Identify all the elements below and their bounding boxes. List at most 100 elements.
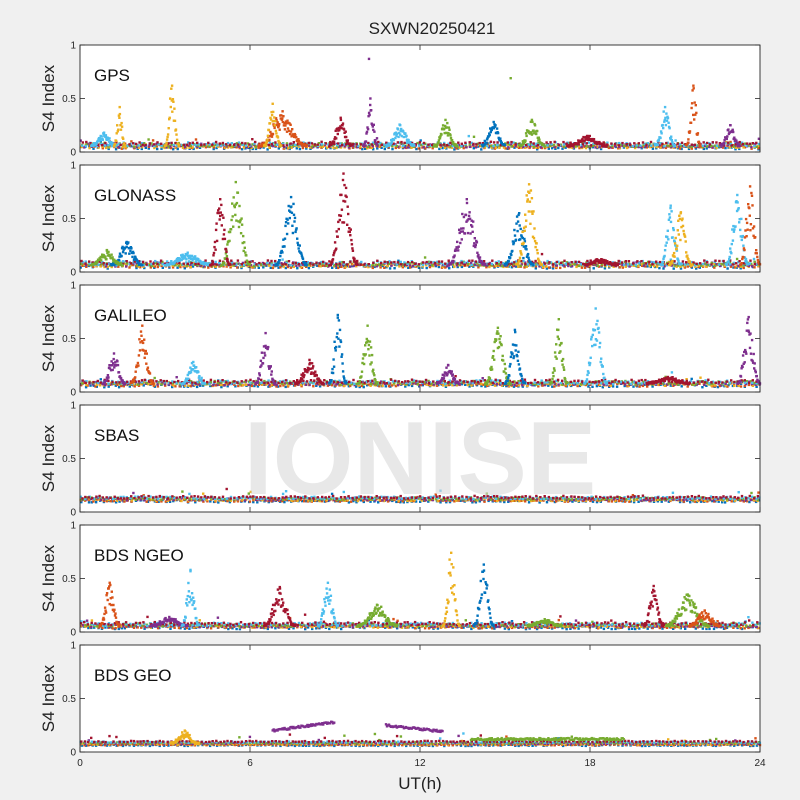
- data-point: [445, 126, 448, 129]
- data-point: [101, 138, 104, 141]
- data-point: [512, 242, 515, 246]
- data-point: [419, 383, 423, 387]
- data-point: [171, 98, 175, 101]
- data-point: [341, 221, 344, 224]
- data-point: [476, 263, 479, 266]
- data-point: [486, 384, 489, 388]
- data-point: [400, 127, 403, 131]
- data-point: [108, 254, 112, 258]
- data-point: [228, 230, 232, 234]
- data-point: [445, 265, 449, 268]
- data-point: [389, 142, 392, 146]
- data-point: [188, 144, 191, 147]
- data-point: [365, 132, 368, 135]
- data-point: [79, 266, 82, 269]
- data-point: [553, 382, 557, 385]
- data-point: [363, 143, 366, 146]
- data-point: [234, 264, 237, 267]
- data-point: [293, 384, 297, 387]
- data-point: [531, 212, 534, 215]
- data-point: [404, 385, 407, 388]
- data-point: [271, 266, 275, 270]
- data-point: [95, 383, 98, 386]
- data-point: [513, 228, 516, 232]
- data-point: [303, 263, 307, 267]
- data-point: [554, 147, 557, 150]
- data-point: [501, 264, 504, 268]
- data-point: [497, 136, 500, 140]
- data-point: [617, 262, 620, 265]
- data-point: [179, 265, 182, 269]
- data-point: [632, 385, 635, 388]
- data-point: [238, 221, 242, 224]
- data-point: [676, 264, 680, 267]
- data-point: [488, 133, 491, 137]
- data-point: [732, 263, 735, 266]
- data-point: [397, 259, 400, 262]
- data-point: [483, 146, 487, 149]
- data-point: [653, 265, 656, 268]
- data-point: [485, 141, 488, 144]
- data-point: [441, 384, 445, 387]
- data-point: [687, 258, 690, 261]
- data-point: [212, 383, 215, 387]
- data-point: [703, 144, 707, 147]
- data-point: [133, 385, 136, 388]
- data-point: [718, 384, 721, 388]
- data-point: [536, 263, 539, 266]
- data-points: [79, 172, 762, 270]
- data-point: [742, 244, 745, 247]
- data-point: [672, 251, 676, 255]
- data-point: [507, 143, 510, 146]
- data-point: [296, 267, 299, 270]
- data-point: [101, 255, 104, 259]
- data-point: [200, 142, 203, 145]
- data-point: [662, 267, 665, 270]
- data-point: [355, 143, 358, 146]
- data-point: [535, 242, 538, 245]
- data-point: [499, 383, 502, 386]
- data-point: [636, 264, 640, 268]
- data-point: [250, 146, 253, 149]
- data-point: [280, 264, 283, 268]
- data-point: [500, 384, 504, 387]
- data-point: [421, 263, 425, 267]
- data-point: [135, 266, 138, 270]
- data-point: [699, 376, 702, 379]
- data-point: [386, 261, 389, 264]
- data-point: [205, 383, 208, 386]
- data-point: [517, 384, 521, 387]
- data-point: [524, 139, 527, 142]
- data-point: [487, 135, 490, 138]
- data-point: [214, 248, 217, 251]
- data-point: [340, 265, 343, 268]
- data-point: [558, 262, 561, 265]
- data-point: [391, 147, 394, 151]
- data-point: [563, 264, 566, 268]
- data-point: [525, 143, 528, 147]
- data-point: [353, 383, 356, 387]
- data-point: [165, 145, 168, 149]
- data-point: [119, 143, 122, 147]
- data-point: [393, 267, 396, 270]
- data-point: [170, 84, 174, 87]
- data-point: [644, 145, 648, 148]
- data-point: [165, 260, 169, 263]
- data-point: [565, 142, 568, 145]
- data-point: [148, 144, 151, 147]
- data-point: [275, 143, 279, 146]
- data-point: [724, 140, 728, 144]
- data-point: [470, 261, 473, 265]
- data-point: [488, 132, 491, 135]
- data-point: [105, 263, 109, 266]
- data-point: [153, 144, 156, 148]
- data-point: [749, 259, 752, 262]
- data-point: [116, 130, 119, 133]
- data-point: [268, 138, 271, 141]
- data-point: [301, 146, 305, 150]
- data-point: [443, 141, 446, 145]
- data-point: [373, 265, 376, 269]
- data-point: [370, 109, 373, 112]
- data-point: [261, 383, 264, 386]
- data-point: [659, 136, 662, 140]
